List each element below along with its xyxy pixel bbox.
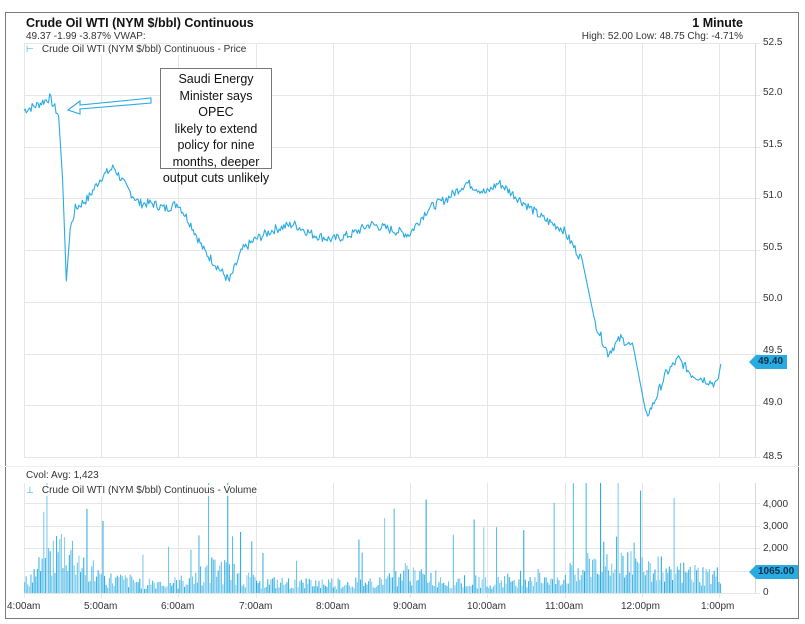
x-tick: 6:00am: [161, 601, 195, 612]
last-volume-badge: 1065.00: [748, 565, 799, 579]
price-y-tick: 50.0: [763, 293, 783, 304]
annotation-line: Saudi Energy: [178, 72, 254, 86]
x-tick: 9:00am: [393, 601, 427, 612]
x-tick: 1:00pm: [701, 601, 735, 612]
x-tick: 10:00am: [467, 601, 506, 612]
price-series: [23, 93, 722, 417]
volume-panel-title: Cvol: Avg: 1,423: [26, 470, 99, 481]
price-y-tick: 49.0: [763, 397, 783, 408]
price-series-marker-icon: ⊢: [26, 44, 34, 54]
price-y-tick: 49.5: [763, 345, 783, 356]
x-tick: 4:00am: [7, 601, 41, 612]
annotation-line: months, deeper: [172, 154, 260, 169]
volume-series-marker-icon: ⊥: [26, 485, 34, 495]
price-y-tick: 52.0: [763, 87, 783, 98]
price-y-tick: 52.5: [763, 37, 783, 48]
chart-frame: [5, 12, 799, 619]
volume-y-tick: 4,000: [763, 499, 789, 510]
news-annotation: Saudi Energy Minister says OPEC likely t…: [160, 68, 272, 185]
volume-y-tick: 2,000: [763, 543, 789, 554]
annotation-line: output cuts unlikely: [162, 171, 270, 185]
volume-y-tick: 0: [763, 587, 769, 598]
x-tick: 8:00am: [316, 601, 350, 612]
last-price-badge: 49.40: [748, 355, 788, 369]
x-tick: 7:00am: [239, 601, 273, 612]
price-legend[interactable]: ⊢ Crude Oil WTI (NYM $/bbl) Continuous - …: [26, 44, 251, 55]
annotation-line: policy for nine: [177, 138, 255, 152]
annotation-line: likely to extend: [174, 121, 258, 136]
annotation-arrow-icon: [66, 97, 152, 115]
price-y-tick: 50.5: [763, 242, 783, 253]
price-legend-label: Crude Oil WTI (NYM $/bbl) Continuous - P…: [41, 44, 247, 55]
quote-line: 49.37 -1.99 -3.87% VWAP:: [26, 31, 146, 42]
high-low-change: High: 52.00 Low: 48.75 Chg: -4.71%: [581, 31, 743, 42]
volume-legend[interactable]: ⊥ Crude Oil WTI (NYM $/bbl) Continuous - …: [26, 485, 261, 496]
grid-lines: [5, 43, 799, 598]
price-y-tick: 51.5: [763, 139, 783, 150]
x-tick: 12:00pm: [621, 601, 660, 612]
volume-y-tick: 3,000: [763, 521, 789, 532]
annotation-line: Minister says OPEC: [179, 88, 253, 120]
volume-legend-label: Crude Oil WTI (NYM $/bbl) Continuous - V…: [41, 485, 257, 496]
volume-series: [24, 483, 722, 593]
price-y-tick: 48.5: [763, 451, 783, 462]
price-y-tick: 51.0: [763, 190, 783, 201]
interval-label[interactable]: 1 Minute: [692, 16, 743, 30]
chart-title: Crude Oil WTI (NYM $/bbl) Continuous: [26, 16, 254, 30]
x-tick: 5:00am: [84, 601, 118, 612]
x-tick: 11:00am: [545, 601, 584, 612]
